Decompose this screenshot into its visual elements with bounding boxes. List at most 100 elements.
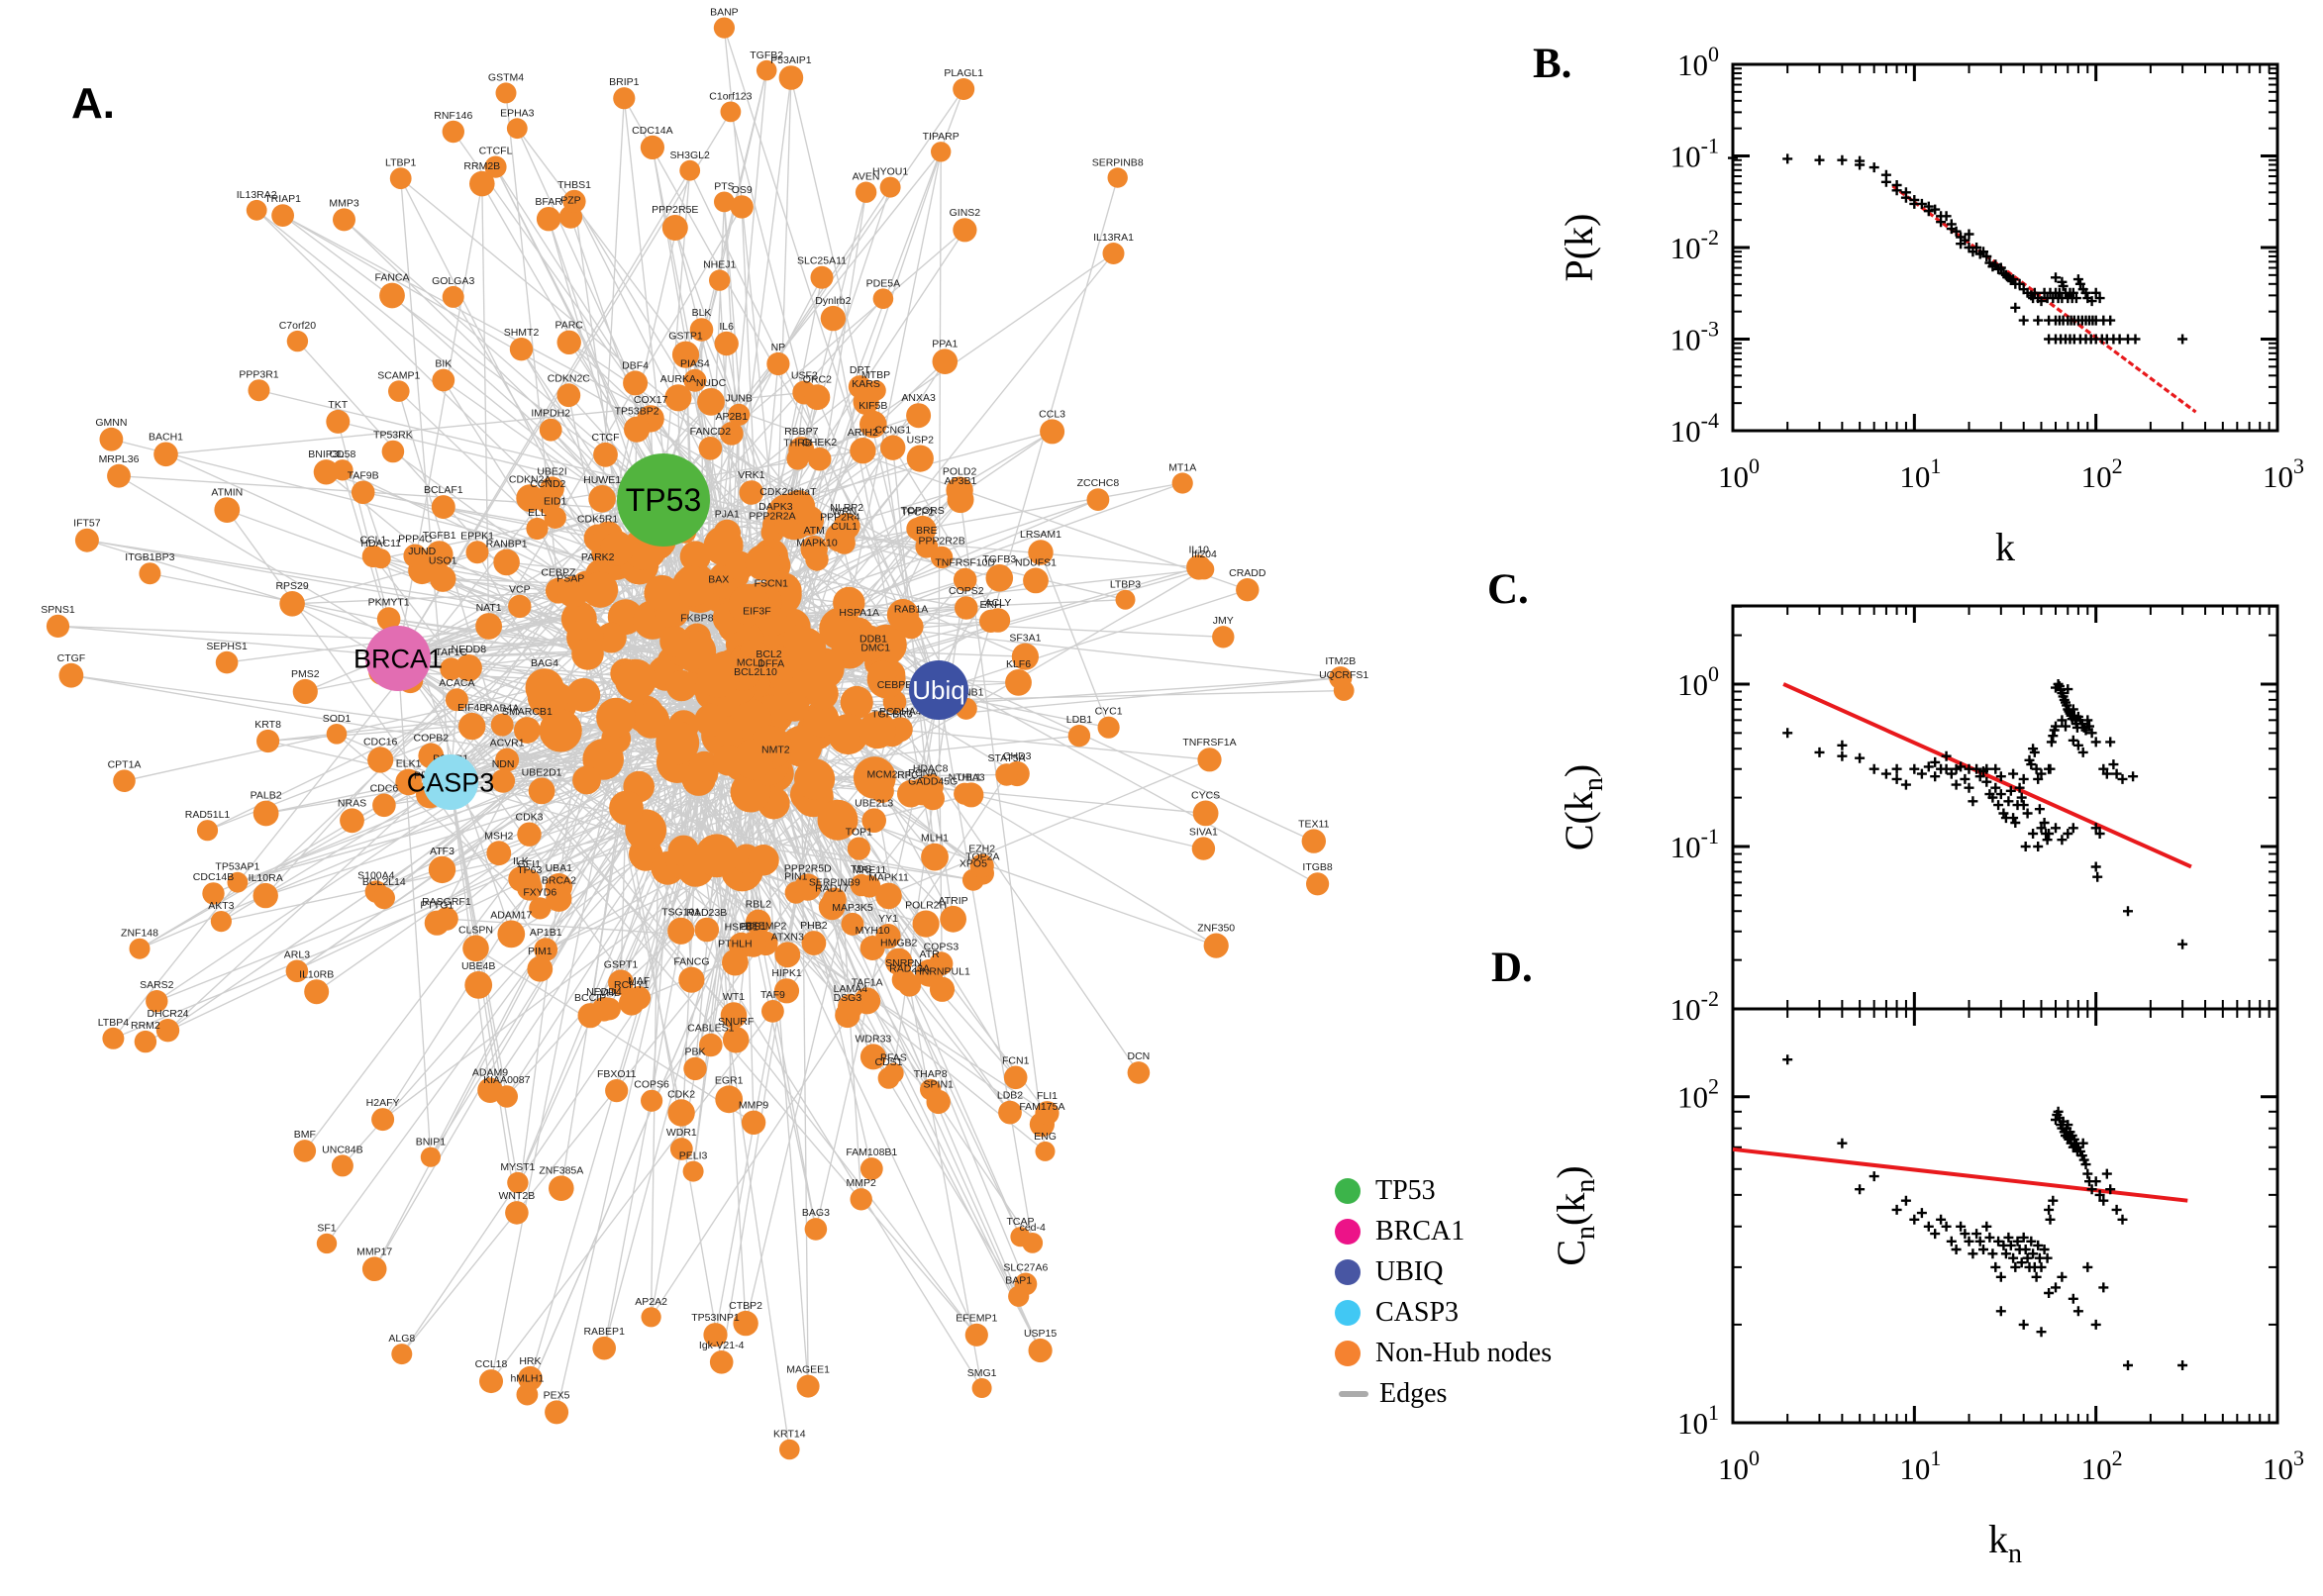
network-node-label: FBXO11 — [597, 1068, 637, 1080]
network-edge — [603, 691, 728, 1348]
network-node-labels: TP53RK KIAA0087 THAP8 CDC14B Ifi204 H2AFY ZCCH… — [41, 7, 1368, 1441]
network-node — [246, 199, 267, 221]
network-node — [859, 410, 887, 439]
y-axis-title: P(k) — [1557, 214, 1601, 282]
network-node-label: HYOU1 — [872, 166, 908, 178]
network-node-label: BMF — [294, 1129, 316, 1141]
network-node-label: CDC14B — [193, 871, 234, 883]
network-node — [271, 204, 294, 228]
network-node — [279, 591, 305, 617]
network-node-label: CDK2 — [667, 1088, 695, 1100]
network-node-label: UBE2L3 — [855, 797, 893, 809]
network-node-label: CDKN2C — [548, 372, 591, 384]
network-node-label: KIF5B — [858, 400, 887, 412]
network-node — [807, 447, 832, 471]
network-node — [196, 820, 219, 842]
network-node-label: EGR1 — [715, 1074, 744, 1086]
network-node-label: EPHA3 — [500, 107, 535, 119]
network-node — [780, 725, 823, 767]
network-nodes — [46, 17, 1355, 1460]
network-node-label: CHEK2 — [802, 437, 837, 449]
network-edge — [113, 733, 849, 1040]
network-node-label: OS9 — [732, 184, 753, 196]
network-node-label: NEDD4 — [586, 986, 622, 998]
network-node — [464, 971, 493, 999]
network-node — [477, 1077, 503, 1103]
axis-label-part: k — [1995, 525, 2015, 569]
network-node-label: DMC1 — [860, 643, 890, 654]
legend-swatch-icon — [1335, 1258, 1361, 1285]
network-node — [728, 403, 751, 426]
plot-frame — [1731, 62, 2279, 433]
network-node-label: DFFA — [758, 658, 784, 670]
network-node-label: BLK — [692, 307, 712, 319]
network-node-label: PHB2 — [800, 920, 828, 932]
network-node-label: PJA1 — [715, 509, 740, 521]
network-node-label: MYST1 — [500, 1161, 535, 1173]
network-node — [921, 843, 949, 871]
network-node — [509, 338, 534, 361]
network-node-label: CCL1 — [359, 535, 386, 547]
network-node-label: PPP2R5D — [784, 863, 832, 875]
network-node-label: ADAM17 — [490, 910, 532, 922]
network-node-label: HDAC11 — [360, 538, 401, 549]
network-node — [442, 285, 464, 308]
network-node — [462, 935, 489, 962]
network-node-label: PKMYT1 — [368, 596, 410, 608]
network-node-label: NLRP2 — [830, 502, 863, 514]
network-edge — [800, 746, 809, 1387]
network-node-label: UBE4B — [461, 960, 495, 972]
network-legend: TP53 BRCA1 UBIQ CASP3 Non-Hub nodes Edges — [1335, 1170, 1552, 1414]
network-node-label: TOPORS — [901, 505, 945, 517]
network-node — [667, 835, 699, 866]
network-node — [431, 495, 455, 520]
legend-swatch-icon — [1335, 1340, 1361, 1366]
network-node — [985, 564, 1014, 592]
network-node-label: HRK — [519, 1355, 541, 1367]
network-node — [491, 768, 516, 793]
network-edge — [490, 499, 664, 1382]
network-node — [709, 269, 731, 291]
network-node — [469, 170, 495, 197]
network-node — [940, 905, 966, 933]
network-node-label: TP53INP1 — [691, 1312, 740, 1324]
network-node-label: PSAP — [556, 573, 584, 585]
network-node-label: TFCP2 — [901, 507, 934, 519]
network-node — [107, 463, 131, 488]
network-node — [367, 747, 394, 773]
network-node-label: FAM175A — [1019, 1101, 1064, 1113]
network-node-label: hMLH1 — [510, 1373, 544, 1385]
network-edge — [695, 568, 1205, 869]
network-node-label: ITM2B — [1325, 655, 1356, 667]
network-node — [715, 1085, 744, 1114]
network-node — [326, 409, 351, 434]
network-node — [1192, 800, 1219, 827]
network-node-label: AP2B1 — [715, 411, 748, 423]
network-node-label: JUNB — [725, 393, 752, 405]
network-node-label: RNF146 — [434, 110, 472, 122]
network-node-label: AKT3 — [208, 900, 234, 912]
network-node — [484, 155, 507, 178]
y-tick-label: 100 — [1677, 661, 1719, 702]
tick-exponent: 1 — [1930, 453, 1941, 478]
network-edge — [730, 111, 869, 644]
network-node-label: CDKN2A — [509, 473, 552, 485]
tick-exponent: 0 — [1749, 1446, 1760, 1470]
tick-mantissa: 10 — [1677, 1406, 1708, 1441]
network-node — [528, 777, 556, 805]
network-node — [679, 159, 701, 181]
network-node-label: PCDHA4 — [879, 706, 922, 718]
network-node-label: FANCA — [374, 272, 409, 284]
legend-label: Edges — [1379, 1377, 1448, 1409]
hub-node-casp3 — [423, 754, 478, 810]
network-node — [1212, 626, 1235, 648]
network-node-label: RANBP1 — [486, 539, 528, 550]
network-node-label: BIK — [435, 358, 452, 370]
network-node-label: Igk-V21-4 — [699, 1340, 745, 1351]
network-node — [517, 822, 542, 847]
hub-label-ubiq: Ubiq — [912, 675, 964, 705]
network-node — [665, 669, 698, 702]
tick-exponent: 0 — [1708, 661, 1719, 686]
network-node-label: RASGRF1 — [422, 896, 471, 908]
